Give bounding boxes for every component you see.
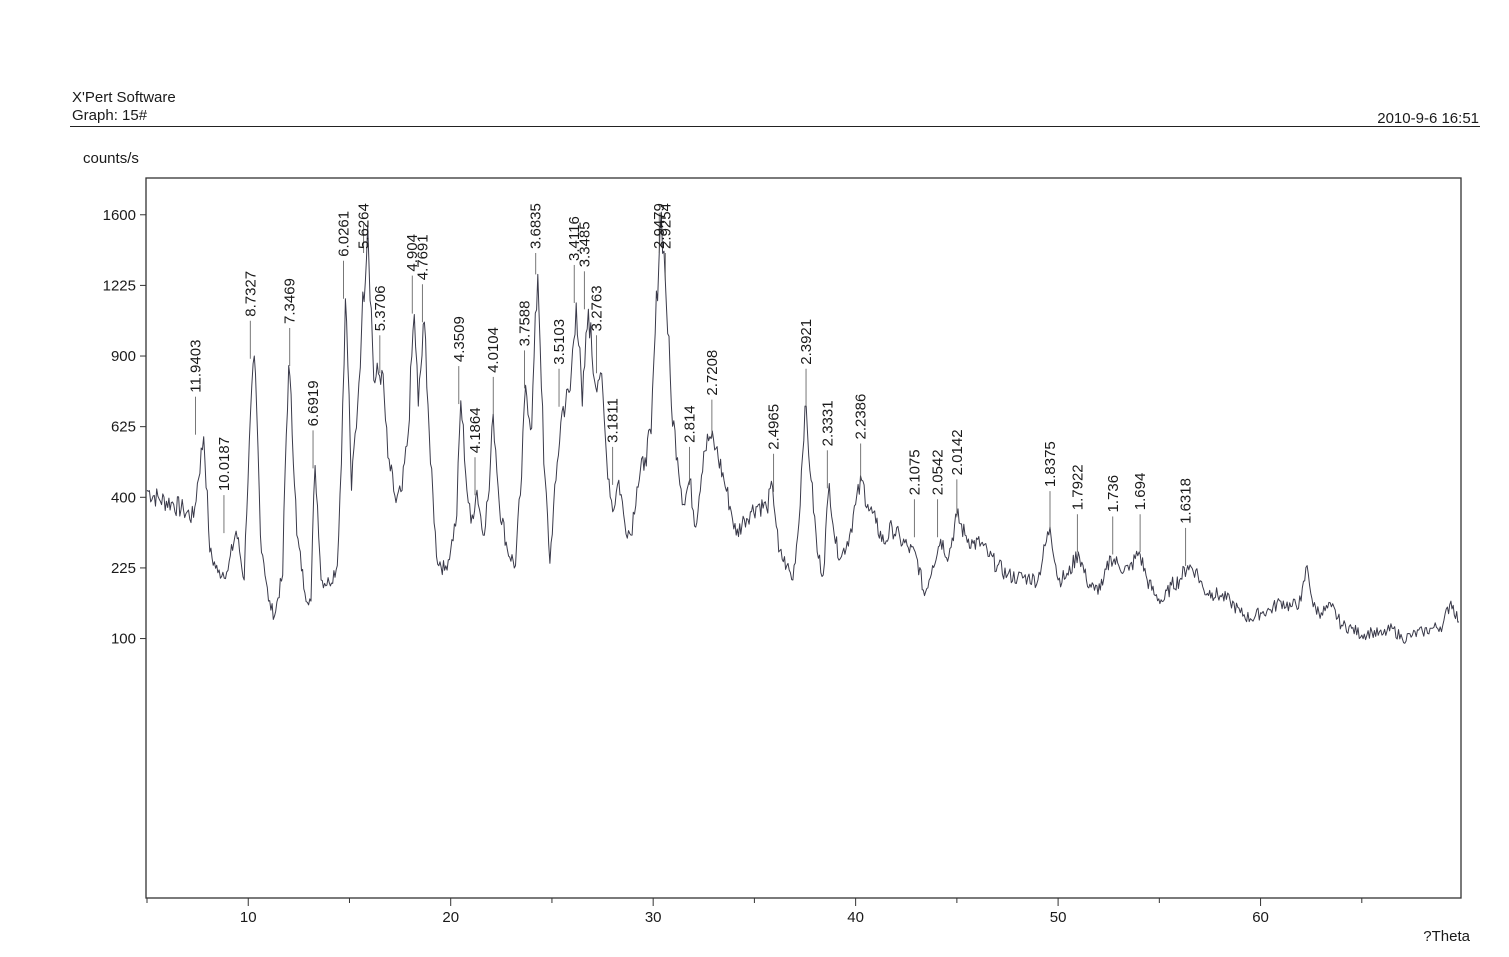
peak-label: 1.694 xyxy=(1132,473,1149,511)
peak-label: 5.6264 xyxy=(356,203,373,249)
peak-label: 4.3509 xyxy=(451,316,468,362)
graph-label: Graph: 15# xyxy=(72,107,148,124)
peak-label: 7.3469 xyxy=(282,278,299,324)
plot-frame xyxy=(145,177,1462,899)
peak-label: 4.7691 xyxy=(414,234,431,280)
x-axis-label: ?Theta xyxy=(1423,928,1470,945)
peak-label: 2.3331 xyxy=(819,400,836,446)
peak-label: 1.8375 xyxy=(1042,441,1059,487)
axes xyxy=(145,177,1462,899)
peak-label: 1.7922 xyxy=(1069,464,1086,510)
x-axis-ticks: 10 20 30 40 50 60 xyxy=(146,898,1363,926)
peak-label: 3.7588 xyxy=(517,300,534,346)
peak-label: 2.814 xyxy=(682,405,699,443)
peak-label: 3.4116 xyxy=(566,216,583,261)
header-rule xyxy=(70,126,1480,127)
peak-label: 10.0187 xyxy=(216,437,233,491)
x-tick-label: 60 xyxy=(1252,909,1269,926)
y-tick-label: 625 xyxy=(111,419,136,436)
peak-label: 6.6919 xyxy=(305,380,322,426)
y-tick-label: 1600 xyxy=(103,207,136,224)
y-tick-label: 1225 xyxy=(103,277,136,294)
peak-label: 2.0542 xyxy=(930,449,947,495)
peak-label: 3.1811 xyxy=(605,398,622,443)
y-tick-label: 225 xyxy=(111,560,136,577)
y-axis-ticks: 100 225 400 625 900 1225 1600 xyxy=(103,207,146,648)
peak-label: 4.1864 xyxy=(467,407,484,453)
series-line-0 xyxy=(146,211,1460,644)
peak-label: 4.904 xyxy=(404,234,421,272)
peak-label: 2.9254 xyxy=(657,203,674,249)
peak-label: 3.2763 xyxy=(588,285,605,331)
y-tick-label: 900 xyxy=(111,348,136,365)
peak-label: 4.0104 xyxy=(485,327,502,373)
app-title: X'Pert Software xyxy=(72,89,176,106)
peak-label: 1.6318 xyxy=(1178,478,1195,524)
peak-label: 8.7327 xyxy=(242,271,259,317)
y-axis-label: counts/s xyxy=(83,150,139,167)
timestamp: 2010-9-6 16:51 xyxy=(1377,110,1479,127)
x-tick-label: 20 xyxy=(442,909,459,926)
peak-label: 1.736 xyxy=(1105,475,1122,513)
peak-label: 3.3485 xyxy=(576,221,593,267)
x-tick-label: 10 xyxy=(240,909,257,926)
peak-label: 2.7208 xyxy=(704,350,721,396)
peak-label: 3.5103 xyxy=(551,319,568,365)
series-group xyxy=(146,211,1460,644)
peak-label: 6.0261 xyxy=(335,211,352,257)
x-tick-label: 30 xyxy=(645,909,662,926)
peak-label: 11.9403 xyxy=(188,340,205,393)
peak-label: 2.2386 xyxy=(853,394,870,440)
peak-label: 2.4965 xyxy=(766,404,783,450)
peak-label: 2.0142 xyxy=(949,429,966,475)
peak-label: 2.3921 xyxy=(798,319,815,365)
peak-label: 3.6835 xyxy=(528,203,545,249)
peak-label: 2.1075 xyxy=(906,449,923,495)
x-tick-label: 40 xyxy=(847,909,864,926)
peak-label: 2.9479 xyxy=(651,203,668,249)
x-tick-label: 50 xyxy=(1050,909,1067,926)
peak-label: 5.3706 xyxy=(372,285,389,331)
y-tick-label: 100 xyxy=(111,631,136,648)
y-tick-label: 400 xyxy=(111,489,136,506)
